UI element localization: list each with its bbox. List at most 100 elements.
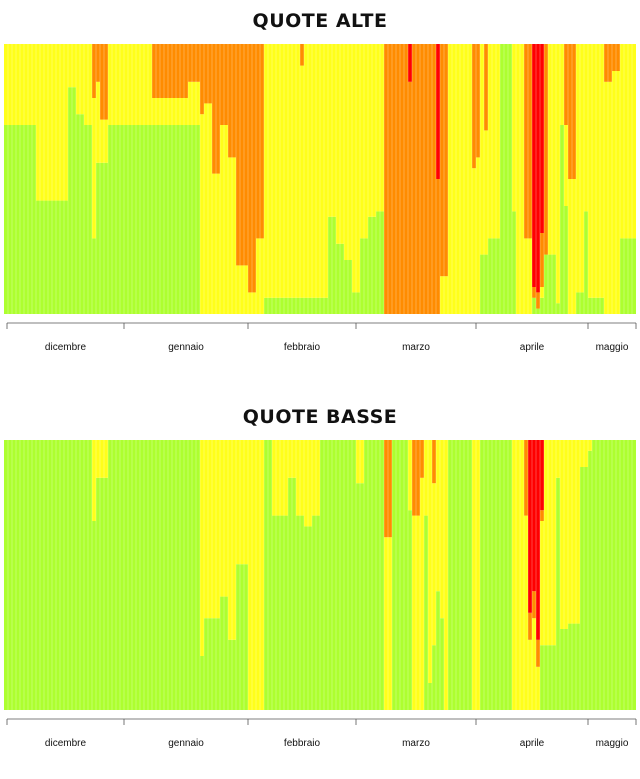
bar-segment-orange	[408, 81, 412, 314]
bar-segment-green	[220, 596, 228, 710]
bar-segment-yellow	[444, 440, 448, 710]
bar-segment-yellow	[528, 639, 532, 710]
bar-segment-yellow	[92, 440, 96, 521]
bar-segment-yellow	[228, 440, 236, 640]
bar-segment-yellow	[108, 44, 152, 125]
bar-segment-yellow	[436, 440, 440, 592]
month-tick-label: gennaio	[168, 738, 204, 749]
bar-segment-green	[448, 440, 472, 710]
bar-segment-green	[288, 477, 296, 710]
month-tick-label: dicembre	[45, 342, 87, 353]
bar-segment-yellow	[248, 440, 264, 710]
bar-segment-green	[620, 238, 636, 314]
bar-segment-yellow	[84, 44, 92, 125]
bar-segment-yellow	[204, 440, 220, 619]
bar-segment-orange	[436, 179, 440, 314]
bar-segment-green	[108, 125, 152, 314]
bar-segment-green	[228, 639, 236, 710]
bar-segment-yellow	[344, 44, 352, 260]
bar-segment-yellow	[220, 440, 228, 597]
bar-segment-yellow	[524, 515, 528, 710]
bar-segment-yellow	[256, 238, 264, 314]
bar-segment-green	[364, 440, 384, 710]
bar-segment-green	[84, 125, 92, 314]
bar-segment-green	[560, 629, 568, 710]
bar-segment-yellow	[540, 521, 544, 646]
bar-segment-green	[68, 87, 76, 314]
bar-segment-orange	[248, 44, 256, 293]
bar-segment-orange	[440, 44, 448, 277]
bar-segment-yellow	[432, 483, 436, 646]
bar-segment-green	[204, 618, 220, 710]
bar-segment-yellow	[556, 440, 560, 478]
bar-segment-green	[424, 515, 428, 710]
bar-segment-yellow	[540, 287, 544, 298]
bar-segment-green	[592, 440, 636, 710]
bar-segment-red	[528, 440, 532, 613]
bar-segment-green	[352, 292, 360, 314]
bar-segment-yellow	[408, 440, 412, 511]
bar-segment-yellow	[556, 44, 560, 304]
bar-segment-orange	[568, 44, 576, 179]
bar-segment-red	[536, 440, 540, 640]
bar-segment-yellow	[440, 440, 444, 619]
bar-segment-orange	[200, 44, 204, 115]
bar-segment-green	[544, 254, 548, 314]
bar-segment-green	[328, 216, 336, 314]
bar-segment-green	[152, 125, 188, 314]
bar-segment-orange	[536, 639, 540, 667]
bar-segment-yellow	[568, 440, 580, 624]
bar-segment-yellow	[352, 44, 360, 293]
bar-segment-green	[564, 206, 568, 314]
bar-segment-green	[100, 162, 108, 314]
bar-segment-yellow	[152, 98, 188, 125]
bar-segment-yellow	[272, 440, 280, 516]
bar-segment-yellow	[548, 44, 556, 255]
bar-segment-green	[344, 260, 352, 314]
bar-segment-yellow	[564, 125, 568, 206]
bar-segment-yellow	[92, 98, 96, 239]
bar-segment-yellow	[604, 81, 612, 314]
x-axis: dicembre gennaio febbraio marzo aprile maggio	[6, 718, 637, 749]
bar-segment-orange	[152, 44, 188, 98]
bar-segment-green	[280, 515, 288, 710]
bar-segment-yellow	[428, 440, 432, 683]
bar-segment-green	[568, 623, 580, 710]
bar-segment-yellow	[360, 44, 368, 239]
bar-segment-yellow	[304, 440, 312, 527]
bar-segment-yellow	[188, 81, 200, 125]
bar-segment-green	[36, 200, 68, 314]
bar-segment-green	[92, 521, 96, 710]
bar-segment-green	[480, 440, 512, 710]
bar-segment-green	[296, 515, 304, 710]
bar-segment-yellow	[296, 440, 304, 516]
bar-segment-orange	[524, 440, 528, 516]
bar-segment-green	[556, 477, 560, 710]
bar-segment-yellow	[384, 537, 392, 710]
bar-segment-green	[512, 211, 516, 314]
bar-segment-green	[548, 254, 556, 314]
month-tick-label: maggio	[596, 342, 629, 353]
bar-segment-orange	[412, 44, 436, 314]
month-tick-label: dicembre	[45, 738, 87, 749]
bar-segment-green	[360, 238, 368, 314]
bar-segment-green	[376, 211, 384, 314]
bar-segment-green	[92, 238, 96, 314]
x-axis: dicembre gennaio febbraio marzo aprile maggio	[6, 322, 637, 353]
bar-segment-yellow	[440, 276, 448, 314]
bar-segment-green	[356, 483, 364, 710]
bar-segment-orange	[484, 44, 488, 131]
bar-segment-yellow	[204, 103, 212, 315]
stacked-bar-chart-quote-basse: dicembre gennaio febbraio marzo aprile maggio	[4, 440, 637, 749]
bar-segment-red	[532, 44, 536, 287]
bar-segment-green	[336, 243, 344, 314]
bar-segment-green	[596, 297, 604, 314]
bar-segment-red	[436, 44, 440, 179]
bar-segment-green	[108, 440, 200, 710]
bar-segment-orange	[100, 44, 108, 120]
bar-segment-green	[532, 297, 536, 314]
bar-segment-yellow	[212, 173, 220, 314]
bar-segment-orange	[412, 440, 420, 516]
bar-segment-red	[408, 44, 412, 82]
bar-segment-green	[540, 297, 544, 314]
